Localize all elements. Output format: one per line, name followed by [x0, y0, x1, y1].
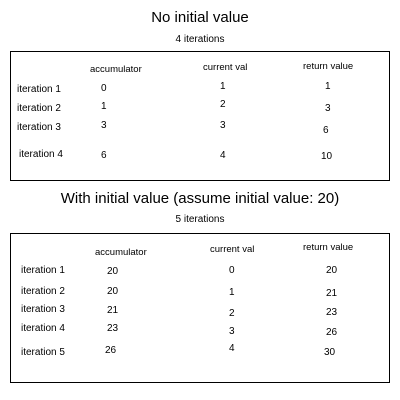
row-label: iteration 1 — [21, 265, 65, 276]
cell-accumulator: 23 — [107, 323, 119, 334]
cell-return-value: 21 — [326, 288, 338, 299]
cell-accumulator: 6 — [101, 150, 107, 161]
cell-current-val: 4 — [229, 343, 235, 354]
header-return-value: return value — [303, 61, 354, 72]
cell-current-val: 1 — [229, 287, 235, 298]
cell-return-value: 6 — [323, 125, 329, 136]
row-label: iteration 3 — [17, 122, 61, 133]
cell-accumulator: 1 — [101, 101, 107, 112]
row-label: iteration 2 — [21, 286, 65, 297]
cell-return-value: 30 — [324, 347, 336, 358]
cell-return-value: 3 — [325, 103, 331, 114]
cell-current-val: 3 — [220, 120, 226, 131]
cell-current-val: 2 — [229, 308, 235, 319]
cell-current-val: 0 — [229, 265, 235, 276]
cell-return-value: 10 — [321, 151, 333, 162]
cell-return-value: 20 — [326, 265, 338, 276]
cell-accumulator: 20 — [107, 266, 119, 277]
table-no-initial — [10, 51, 390, 181]
cell-current-val: 4 — [220, 150, 226, 161]
cell-accumulator: 3 — [101, 120, 107, 131]
header-current-val: current val — [210, 244, 255, 255]
section-subtitle-no-initial: 4 iterations — [175, 34, 225, 45]
section-title-with-initial: With initial value (assume initial value… — [60, 190, 340, 207]
header-current-val: current val — [203, 62, 248, 73]
row-label: iteration 4 — [21, 323, 65, 334]
cell-accumulator: 21 — [107, 305, 119, 316]
header-accumulator: accumulator — [90, 64, 142, 75]
section-title-no-initial: No initial value — [151, 9, 249, 26]
row-label: iteration 1 — [17, 84, 61, 95]
cell-accumulator: 26 — [105, 345, 117, 356]
row-label: iteration 5 — [21, 347, 65, 358]
row-label: iteration 3 — [21, 304, 65, 315]
table-with-initial — [10, 233, 390, 383]
cell-accumulator: 0 — [101, 83, 107, 94]
header-return-value: return value — [303, 242, 354, 253]
cell-return-value: 1 — [325, 81, 331, 92]
row-label: iteration 2 — [17, 103, 61, 114]
cell-current-val: 3 — [229, 326, 235, 337]
cell-current-val: 2 — [220, 99, 226, 110]
row-label: iteration 4 — [19, 149, 63, 160]
cell-current-val: 1 — [220, 81, 226, 92]
cell-return-value: 23 — [326, 307, 338, 318]
header-accumulator: accumulator — [95, 247, 147, 258]
cell-accumulator: 20 — [107, 286, 119, 297]
cell-return-value: 26 — [326, 327, 338, 338]
section-subtitle-with-initial: 5 iterations — [175, 214, 225, 225]
